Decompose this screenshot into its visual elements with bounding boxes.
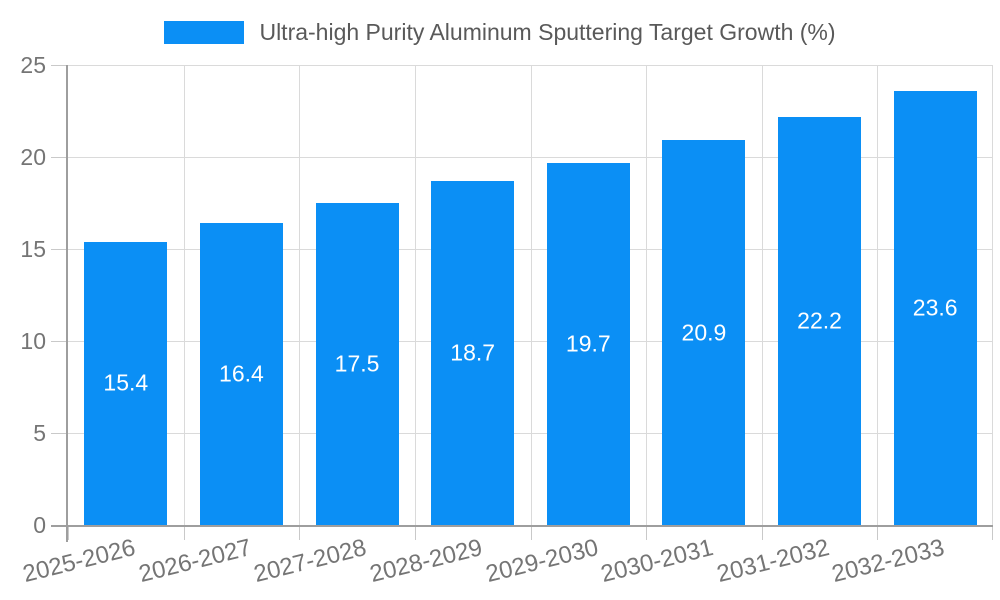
x-axis-tick xyxy=(992,525,993,540)
bar[interactable]: 22.2 xyxy=(778,116,862,525)
x-axis-tick xyxy=(877,525,879,540)
x-axis-tick xyxy=(530,525,532,540)
bar-value-label: 16.4 xyxy=(219,360,264,387)
y-axis-tick xyxy=(51,156,66,158)
x-axis-label: 2031-2032 xyxy=(713,534,832,588)
y-axis-tick xyxy=(51,432,66,434)
x-axis-tick xyxy=(299,525,301,540)
bar-value-label: 15.4 xyxy=(103,369,149,396)
legend-swatch xyxy=(164,20,245,44)
legend-label: Ultra-high Purity Aluminum Sputtering Ta… xyxy=(259,18,836,45)
gridline-vertical xyxy=(992,65,993,525)
bar-value-label: 19.7 xyxy=(565,330,611,357)
x-axis-label: 2030-2031 xyxy=(598,534,717,588)
y-axis-label: 20 xyxy=(20,144,46,170)
y-axis-tick xyxy=(51,64,66,66)
bar[interactable]: 23.6 xyxy=(893,90,977,525)
x-axis-tick xyxy=(183,525,185,540)
x-axis-label: 2026-2027 xyxy=(135,534,254,588)
x-axis-label: 2025-2026 xyxy=(20,534,139,588)
bar[interactable]: 20.9 xyxy=(662,140,746,525)
y-axis-label: 10 xyxy=(20,328,46,354)
x-axis-tick xyxy=(646,525,648,540)
bar[interactable]: 19.7 xyxy=(546,162,630,525)
bar[interactable]: 15.4 xyxy=(84,241,168,525)
gridline-vertical xyxy=(299,65,301,525)
y-axis-line xyxy=(66,65,68,542)
y-axis-tick xyxy=(51,340,66,342)
bar-value-label: 17.5 xyxy=(334,350,380,377)
x-axis-line xyxy=(51,525,993,527)
gridline-vertical xyxy=(877,65,879,525)
x-axis-tick xyxy=(761,525,763,540)
bar-value-label: 22.2 xyxy=(797,307,842,334)
y-axis-label: 15 xyxy=(20,236,46,262)
bar[interactable]: 16.4 xyxy=(199,223,283,525)
gridline-vertical xyxy=(646,65,648,525)
gridline-vertical xyxy=(530,65,532,525)
x-axis-tick xyxy=(68,525,69,540)
plot-area: 0 5 10 15 20 25 15.4 16.4 17.5 18.7 19.7 20.9 22.2 23… xyxy=(20,52,993,588)
x-axis-label: 2027-2028 xyxy=(251,534,370,588)
x-axis-label: 2028-2029 xyxy=(367,534,485,588)
bar-value-label: 18.7 xyxy=(450,339,496,366)
y-axis-tick xyxy=(51,248,66,250)
y-axis-label: 25 xyxy=(20,52,46,78)
x-axis-tick xyxy=(414,525,416,540)
gridline-vertical xyxy=(761,65,763,525)
x-axis-label: 2032-2033 xyxy=(829,534,948,588)
y-axis-label: 0 xyxy=(33,512,46,538)
gridline-vertical xyxy=(183,65,185,525)
bar[interactable]: 17.5 xyxy=(315,203,399,525)
bar[interactable]: 18.7 xyxy=(431,180,515,525)
y-axis-label: 5 xyxy=(33,420,46,446)
bar-value-label: 20.9 xyxy=(681,319,727,346)
bar-value-label: 23.6 xyxy=(912,294,958,321)
gridline-vertical xyxy=(414,65,416,525)
chart-legend[interactable]: Ultra-high Purity Aluminum Sputtering Ta… xyxy=(0,16,1000,48)
x-axis-label: 2029-2030 xyxy=(482,534,601,588)
